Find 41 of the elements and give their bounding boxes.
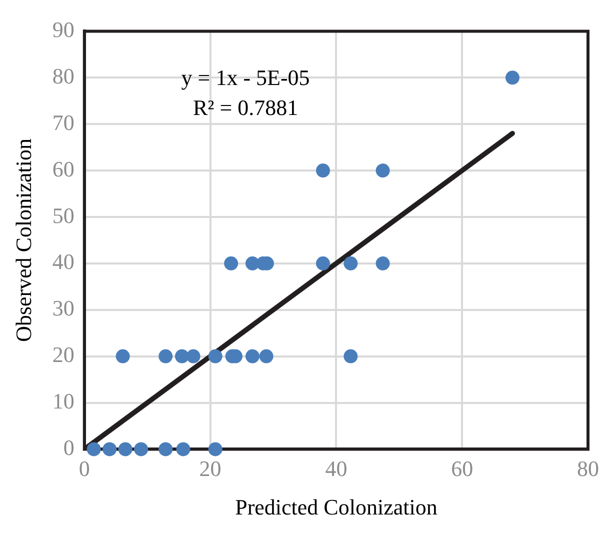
point — [259, 349, 274, 364]
point — [118, 442, 132, 456]
point — [208, 442, 222, 456]
point — [174, 349, 189, 364]
x-tick-label: 20 — [199, 456, 222, 482]
point — [186, 349, 200, 364]
point — [316, 256, 330, 270]
point — [376, 256, 390, 270]
annotation: y = 1x - 5E-05 — [181, 64, 310, 90]
point — [224, 256, 238, 270]
point — [116, 349, 130, 364]
point — [344, 349, 358, 364]
point — [158, 442, 173, 456]
y-tick-label: 50 — [52, 202, 74, 228]
x-tick-label: 40 — [325, 456, 348, 482]
y-tick-label: 90 — [52, 16, 74, 42]
point — [86, 442, 101, 456]
y-tick-label: 60 — [52, 156, 74, 182]
x-tick-label: 60 — [451, 456, 474, 482]
point — [176, 442, 190, 456]
point — [245, 349, 260, 364]
point — [505, 70, 520, 85]
point — [316, 164, 330, 178]
point — [102, 442, 117, 456]
point — [344, 256, 358, 270]
x-axis-title: Predicted Colonization — [235, 494, 438, 520]
point — [376, 164, 390, 178]
y-tick-label: 40 — [52, 249, 74, 274]
y-tick-label: 0 — [63, 434, 74, 460]
y-tick-label: 20 — [52, 342, 74, 368]
point — [208, 349, 222, 364]
x-tick-label: 80 — [577, 456, 599, 482]
y-tick-label: 30 — [52, 296, 74, 321]
y-tick-label: 10 — [52, 388, 74, 414]
y-axis-title: Observed Colonization — [10, 138, 36, 342]
x-tick-label: 0 — [78, 456, 90, 482]
y-tick-label: 70 — [52, 110, 74, 135]
y-tick-label: 80 — [52, 63, 74, 88]
point — [158, 349, 173, 364]
annotation: R² = 0.7881 — [192, 94, 298, 120]
point — [134, 442, 148, 456]
